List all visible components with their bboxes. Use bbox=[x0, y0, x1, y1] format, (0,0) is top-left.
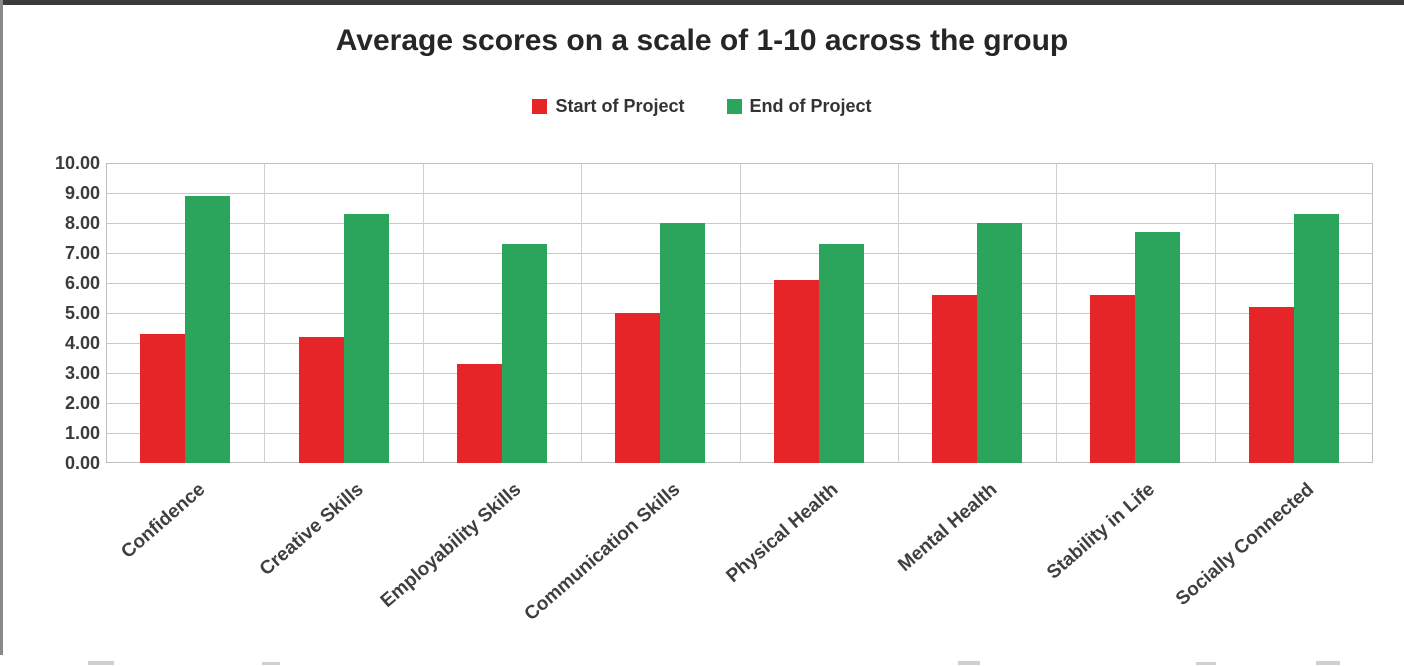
y-axis-tick-label: 1.00 bbox=[64, 423, 100, 443]
bar-end-of-project-confidence bbox=[185, 196, 231, 463]
bottom-crop-mark bbox=[958, 661, 980, 665]
y-axis-tick-label: 0.00 bbox=[64, 453, 100, 473]
bar-start-of-project-communication-skills bbox=[615, 313, 661, 463]
x-axis-category-label: Confidence bbox=[117, 479, 209, 563]
gridline-vertical bbox=[897, 163, 899, 463]
gridline-vertical bbox=[422, 163, 424, 463]
chart-title: Average scores on a scale of 1-10 across… bbox=[335, 24, 1069, 57]
left-edge-crop-line bbox=[0, 0, 3, 655]
bottom-crop-mark bbox=[88, 661, 114, 665]
x-axis-category-label: Communication Skills bbox=[520, 479, 685, 626]
bar-end-of-project-stability-in-life bbox=[1135, 232, 1181, 463]
x-axis-category-label: Stability in Life bbox=[1043, 479, 1160, 584]
bottom-crop-mark bbox=[1196, 662, 1216, 665]
x-axis-category-label: Socially Connected bbox=[1171, 479, 1318, 610]
bar-end-of-project-creative-skills bbox=[343, 214, 389, 463]
y-axis-tick-label: 10.00 bbox=[54, 153, 100, 173]
x-axis-category-label: Creative Skills bbox=[255, 479, 368, 581]
legend-swatch-icon bbox=[726, 99, 742, 114]
x-axis-category-label: Mental Health bbox=[893, 479, 1001, 576]
legend-swatch-icon bbox=[532, 99, 548, 114]
bar-end-of-project-employability-skills bbox=[501, 244, 547, 463]
top-edge-crop-strip bbox=[0, 0, 1404, 5]
chart-legend: Start of Project End of Project bbox=[0, 96, 1404, 117]
bar-start-of-project-confidence bbox=[140, 334, 186, 463]
gridline-vertical bbox=[1056, 163, 1058, 463]
bar-start-of-project-creative-skills bbox=[298, 337, 344, 463]
bar-end-of-project-communication-skills bbox=[660, 223, 706, 463]
bar-end-of-project-mental-health bbox=[977, 223, 1023, 463]
legend-item-end-of-project: End of Project bbox=[726, 96, 872, 117]
y-axis-tick-label: 6.00 bbox=[64, 273, 100, 293]
bar-start-of-project-socially-connected bbox=[1248, 307, 1294, 463]
legend-label: Start of Project bbox=[555, 96, 685, 116]
legend-item-start-of-project: Start of Project bbox=[532, 96, 685, 117]
y-axis-tick-label: 4.00 bbox=[64, 333, 100, 353]
bar-start-of-project-stability-in-life bbox=[1090, 295, 1136, 463]
gridline-vertical bbox=[1214, 163, 1216, 463]
bar-start-of-project-physical-health bbox=[773, 280, 819, 463]
y-axis-tick-label: 5.00 bbox=[64, 303, 100, 323]
bar-end-of-project-physical-health bbox=[818, 244, 864, 463]
y-axis-tick-label: 7.00 bbox=[64, 243, 100, 263]
gridline-vertical bbox=[264, 163, 266, 463]
x-axis-category-label: Employability Skills bbox=[377, 479, 526, 612]
bar-end-of-project-socially-connected bbox=[1293, 214, 1339, 463]
y-axis-tick-label: 3.00 bbox=[64, 363, 100, 383]
y-axis-tick-label: 9.00 bbox=[64, 183, 100, 203]
x-axis-category-label: Physical Health bbox=[722, 479, 843, 587]
bottom-crop-mark bbox=[262, 662, 280, 665]
bar-start-of-project-employability-skills bbox=[456, 364, 502, 463]
y-axis-tick-label: 8.00 bbox=[64, 213, 100, 233]
bottom-crop-mark bbox=[1316, 661, 1340, 665]
legend-label: End of Project bbox=[749, 96, 872, 116]
y-axis-tick-label: 2.00 bbox=[64, 393, 100, 413]
bar-start-of-project-mental-health bbox=[932, 295, 978, 463]
gridline-vertical bbox=[581, 163, 583, 463]
gridline-vertical bbox=[739, 163, 741, 463]
